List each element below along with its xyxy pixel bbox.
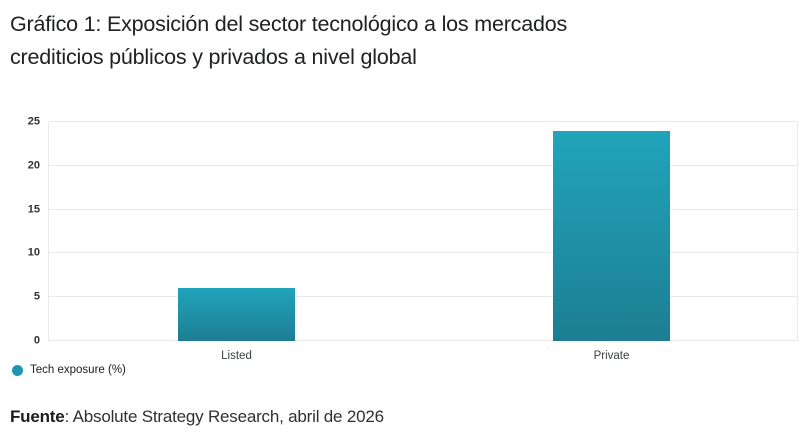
- y-tick-label: 15: [27, 203, 40, 216]
- x-category-label: Private: [593, 350, 630, 362]
- chart-title: Gráfico 1: Exposición del sector tecnoló…: [10, 12, 568, 69]
- source-label: Fuente: [10, 407, 65, 426]
- gridline: [49, 164, 797, 166]
- y-tick-label: 0: [33, 334, 40, 347]
- y-tick-label: 5: [33, 290, 40, 303]
- y-tick-label: 10: [27, 246, 40, 259]
- legend-series-label: Tech exposure (%): [30, 364, 126, 376]
- gridline: [49, 252, 797, 254]
- y-axis: 0 5 10 15 20 25: [0, 116, 40, 346]
- y-tick-label: 20: [27, 159, 40, 172]
- gridline: [49, 340, 797, 341]
- gridline: [49, 121, 797, 122]
- source-line: Fuente: Absolute Strategy Research, abri…: [10, 407, 384, 427]
- bar-private: [553, 130, 670, 341]
- source-text: : Absolute Strategy Research, abril de 2…: [64, 407, 385, 426]
- plot-area: Listed Private: [48, 121, 798, 362]
- gridline: [49, 208, 797, 210]
- gridline: [49, 296, 797, 298]
- y-tick-label: 25: [27, 115, 40, 128]
- x-category-label: Listed: [221, 350, 252, 362]
- legend-series-dot-icon: [12, 365, 23, 376]
- legend: Tech exposure (%): [12, 364, 126, 377]
- bar-listed: [178, 288, 295, 341]
